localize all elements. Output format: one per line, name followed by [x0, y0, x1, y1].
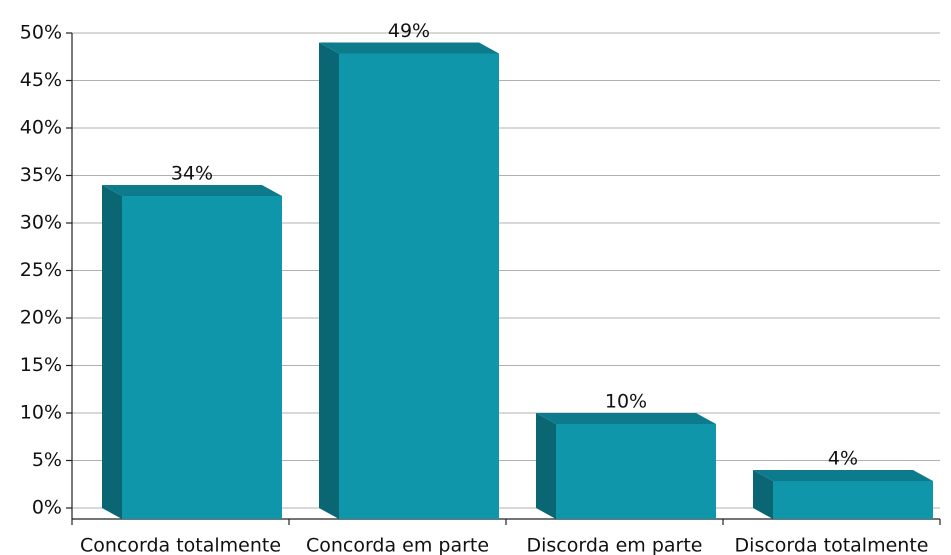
y-tick-label: 25% — [20, 259, 62, 281]
y-tick-label: 15% — [20, 354, 62, 376]
value-label: 49% — [388, 20, 430, 42]
y-tick-label: 0% — [32, 497, 62, 519]
bar-front — [339, 53, 499, 519]
y-tick-label: 5% — [32, 449, 62, 471]
value-label: 4% — [828, 448, 858, 470]
x-tick-label: Concorda totalmente — [80, 535, 281, 555]
y-tick-label: 10% — [20, 402, 62, 424]
bar — [536, 413, 716, 519]
bar — [319, 42, 499, 519]
x-tick-label: Discorda em parte — [527, 535, 703, 555]
bar-top — [536, 413, 716, 424]
bar — [753, 470, 933, 519]
bar-side — [753, 470, 773, 519]
x-tick-label: Discorda totalmente — [735, 535, 929, 555]
bar-front — [556, 424, 716, 519]
value-label: 34% — [171, 163, 213, 185]
value-label: 10% — [605, 391, 647, 413]
y-tick-label: 45% — [20, 69, 62, 91]
bar-front — [773, 481, 933, 519]
bar-side — [319, 42, 339, 519]
bar — [102, 185, 282, 519]
bar-side — [536, 413, 556, 519]
y-tick-label: 40% — [20, 117, 62, 139]
y-tick-label: 35% — [20, 164, 62, 186]
y-tick-label: 30% — [20, 212, 62, 234]
y-tick-label: 50% — [20, 22, 62, 44]
bar-top — [319, 42, 499, 54]
y-tick-label: 20% — [20, 307, 62, 329]
x-tick-label: Concorda em parte — [306, 535, 489, 555]
bar-top — [102, 185, 282, 196]
bar-front — [122, 196, 282, 519]
bar-side — [102, 185, 122, 519]
bar-top — [753, 470, 933, 481]
